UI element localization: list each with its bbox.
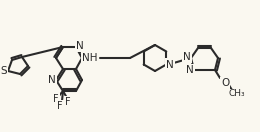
Text: N: N	[186, 65, 194, 75]
Text: S: S	[1, 66, 7, 76]
Text: N: N	[48, 75, 56, 85]
Text: F: F	[65, 97, 71, 107]
Text: O: O	[221, 78, 229, 88]
Text: CH₃: CH₃	[229, 89, 245, 98]
Text: F: F	[53, 94, 59, 104]
Text: N: N	[166, 60, 174, 70]
Text: N: N	[183, 52, 191, 62]
Text: NH: NH	[82, 53, 98, 63]
Text: F: F	[57, 101, 63, 111]
Text: N: N	[76, 41, 84, 51]
